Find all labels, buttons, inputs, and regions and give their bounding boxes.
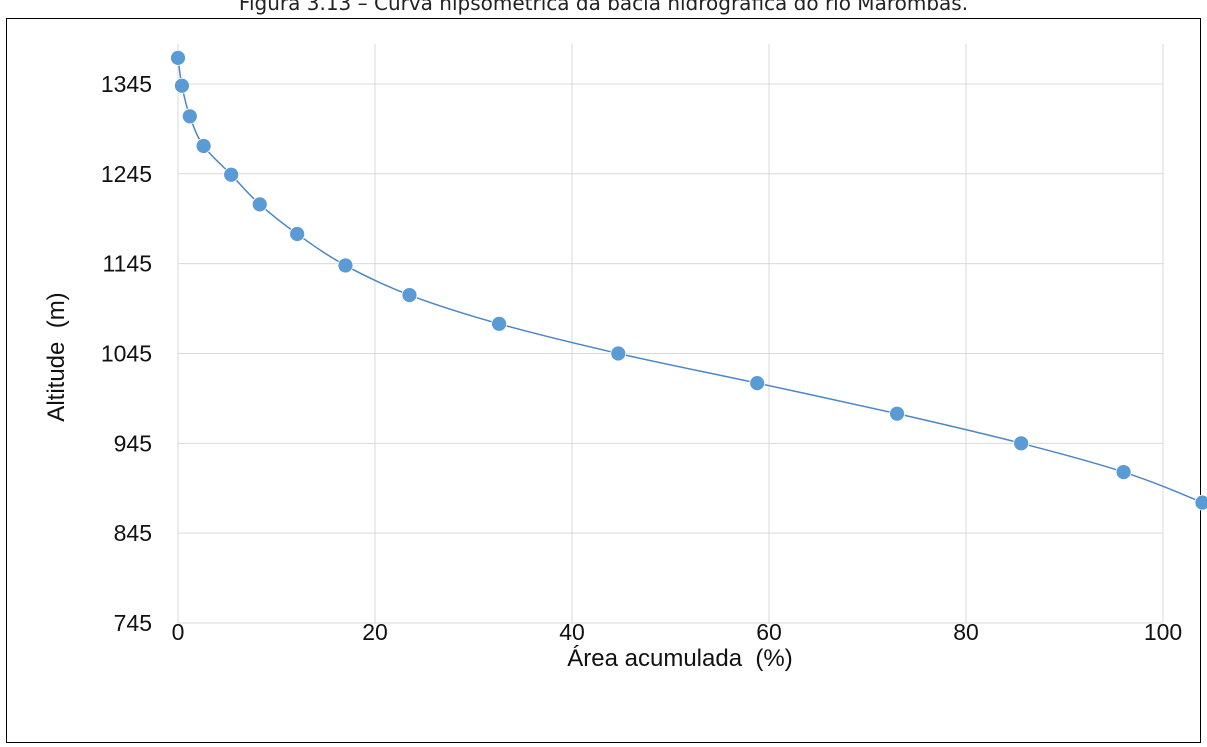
chart-plot-area <box>170 49 1207 511</box>
y-tick-label-2: 945 <box>114 430 152 456</box>
x-tick-label-2: 40 <box>559 619 585 645</box>
data-point-8 <box>401 287 418 303</box>
data-point-4 <box>223 166 240 183</box>
data-point-14 <box>1115 464 1132 480</box>
data-point-15 <box>1194 494 1207 511</box>
data-point-5 <box>251 196 268 213</box>
data-point-6 <box>289 226 306 242</box>
figure-caption: Figura 3.13 – Curva hipsométrica da baci… <box>238 0 969 15</box>
y-tick-label-0: 745 <box>114 610 152 636</box>
data-point-13 <box>1013 435 1030 452</box>
x-tick-label-4: 80 <box>953 619 979 645</box>
y-tick-label-4: 1145 <box>103 251 152 277</box>
y-tick-label-5: 1245 <box>101 161 152 187</box>
y-axis-title: Altitude (m) <box>43 292 70 421</box>
chart-grid <box>177 44 1164 624</box>
data-point-0 <box>170 49 186 66</box>
hypsometric-curve <box>177 57 1207 506</box>
chart-tick-labels: 0 20 40 60 80 100 745 845 945 1045 1145 1245 1345 <box>101 71 1182 645</box>
y-tick-label-3: 1045 <box>101 340 152 366</box>
data-point-11 <box>749 375 766 392</box>
x-tick-label-5: 100 <box>1144 619 1182 645</box>
x-tick-label-0: 0 <box>172 619 185 645</box>
y-tick-label-1: 845 <box>114 520 152 546</box>
chart-frame <box>6 18 1201 743</box>
x-tick-label-3: 60 <box>756 619 782 645</box>
data-point-7 <box>337 257 354 274</box>
data-point-3 <box>195 138 212 154</box>
y-tick-label-6: 1345 <box>101 71 152 97</box>
data-point-10 <box>610 345 627 362</box>
data-point-12 <box>889 405 905 422</box>
x-axis-title: Área acumulada (%) <box>567 645 792 672</box>
data-point-1 <box>174 77 190 94</box>
x-tick-label-1: 20 <box>362 619 388 645</box>
data-point-2 <box>181 108 198 125</box>
data-point-9 <box>491 315 508 332</box>
